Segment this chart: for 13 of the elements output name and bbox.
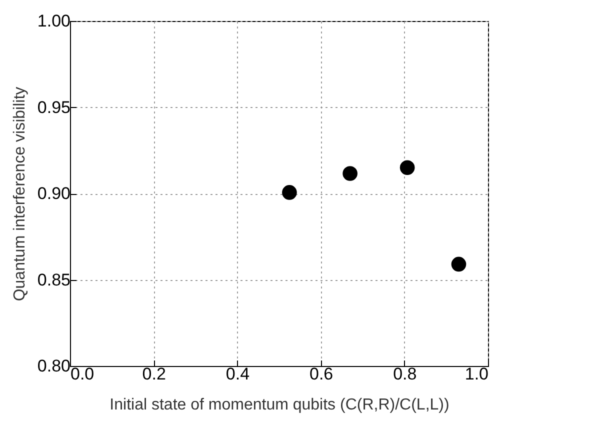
x-tick-label: 0.6 [309,364,334,384]
x-tick-label: 0.4 [226,364,250,384]
y-tick-label: 0.80 [37,356,70,376]
x-tick-label: 0.0 [70,364,94,384]
x-axis-title: Initial state of momentum qubits (C(R,R)/C(L,L)) [110,396,450,414]
x-tick-label: 1.0 [464,364,488,384]
y-axis-title: Quantum interference visibility [11,86,28,302]
x-tick-label: 0.8 [393,364,417,384]
x-tick-label: 0.2 [142,364,166,384]
y-tick-label: 0.95 [37,98,70,117]
y-tick-label: 0.90 [37,184,70,203]
y-tick-label: 0.85 [37,270,70,290]
y-tick-label: 1.00 [37,12,70,30]
